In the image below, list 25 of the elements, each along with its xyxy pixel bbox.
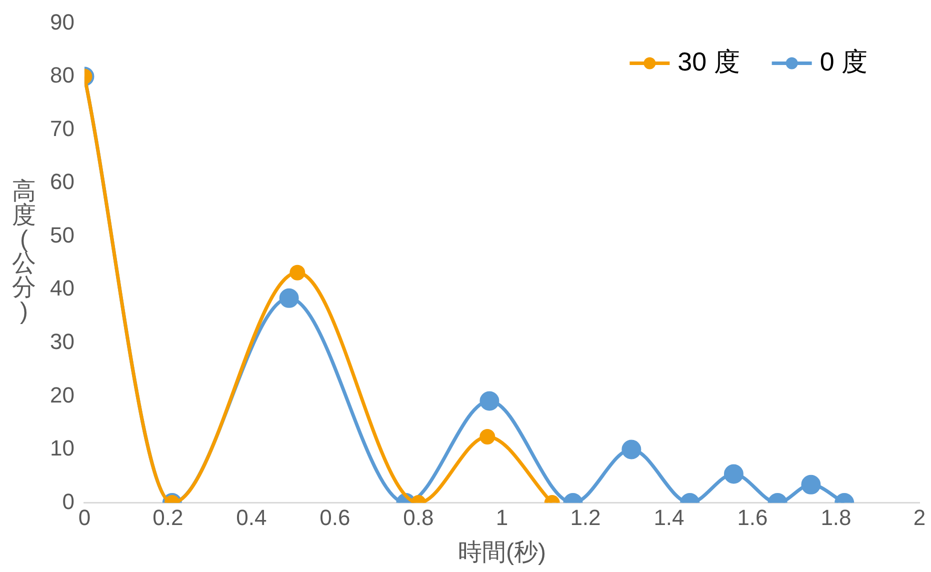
x-tick-label: 1.8 xyxy=(820,505,852,530)
legend-label: 0 度 xyxy=(820,46,868,76)
x-tick-label: 1.6 xyxy=(737,505,768,530)
legend-label: 30 度 xyxy=(678,46,740,76)
y-tick-label: 70 xyxy=(50,116,74,141)
x-axis-title: 時間(秒) xyxy=(458,539,546,566)
y-tick-label: 30 xyxy=(50,328,74,354)
x-tick-label: 1 xyxy=(496,505,508,530)
x-tick-label: 0.6 xyxy=(320,505,350,530)
x-tick-label: 1.4 xyxy=(654,505,684,530)
x-tick-label: 0.4 xyxy=(236,505,267,530)
x-tick-label: 0 xyxy=(78,505,91,530)
x-tick-label: 1.2 xyxy=(570,505,601,530)
y-axis-title: 高度(公分) xyxy=(11,178,37,325)
y-tick-label: 20 xyxy=(50,382,74,408)
y-tick-label: 40 xyxy=(50,276,74,301)
y-tick-label: 60 xyxy=(50,169,74,194)
y-tick-label: 0 xyxy=(62,488,74,514)
y-tick-label: 10 xyxy=(50,436,74,461)
x-tick-label: 2 xyxy=(913,505,926,530)
x-tick-label: 0.8 xyxy=(403,505,434,530)
y-tick-label: 80 xyxy=(50,62,74,88)
x-tick-label: 0.2 xyxy=(152,505,184,530)
y-tick-label: 90 xyxy=(50,9,74,34)
y-tick-label: 50 xyxy=(50,222,74,248)
